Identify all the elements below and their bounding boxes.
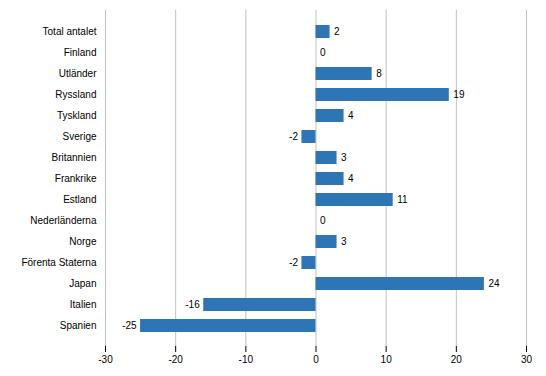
svg-text:Frankrike: Frankrike (55, 173, 97, 184)
svg-text:20: 20 (451, 354, 463, 365)
svg-text:-2: -2 (289, 131, 298, 142)
svg-text:Utländer: Utländer (59, 68, 97, 79)
svg-text:2: 2 (334, 26, 340, 37)
svg-text:Estland: Estland (63, 194, 96, 205)
svg-text:8: 8 (376, 68, 382, 79)
svg-text:24: 24 (488, 278, 500, 289)
svg-text:4: 4 (348, 173, 354, 184)
svg-text:30: 30 (521, 354, 533, 365)
svg-text:-25: -25 (122, 320, 137, 331)
svg-text:10: 10 (381, 354, 393, 365)
svg-text:Ryssland: Ryssland (55, 89, 96, 100)
svg-text:-30: -30 (98, 354, 113, 365)
svg-text:Spanien: Spanien (60, 320, 97, 331)
svg-text:Japan: Japan (69, 278, 96, 289)
svg-text:0: 0 (320, 215, 326, 226)
svg-text:Norge: Norge (69, 236, 97, 247)
svg-text:Britannien: Britannien (51, 152, 96, 163)
svg-text:3: 3 (341, 236, 347, 247)
svg-text:-2: -2 (289, 257, 298, 268)
svg-text:Finland: Finland (64, 47, 97, 58)
svg-text:Italien: Italien (70, 299, 97, 310)
svg-text:Förenta Staterna: Förenta Staterna (21, 257, 96, 268)
svg-text:0: 0 (320, 47, 326, 58)
svg-text:Total antalet: Total antalet (43, 26, 97, 37)
svg-text:-10: -10 (239, 354, 254, 365)
svg-text:Nederländerna: Nederländerna (30, 215, 97, 226)
svg-text:19: 19 (453, 89, 465, 100)
svg-text:-20: -20 (168, 354, 183, 365)
svg-text:11: 11 (397, 194, 408, 205)
svg-text:Tyskland: Tyskland (57, 110, 96, 121)
svg-text:-16: -16 (185, 299, 200, 310)
svg-text:Sverige: Sverige (63, 131, 97, 142)
svg-text:3: 3 (341, 152, 347, 163)
svg-text:4: 4 (348, 110, 354, 121)
svg-text:0: 0 (313, 354, 319, 365)
